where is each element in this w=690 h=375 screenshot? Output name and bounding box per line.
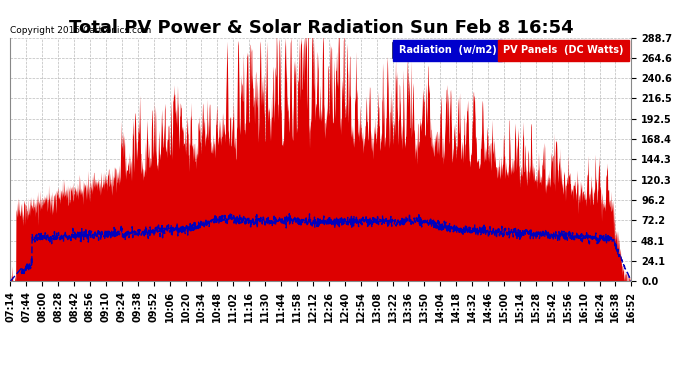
Title: Total PV Power & Solar Radiation Sun Feb 8 16:54: Total PV Power & Solar Radiation Sun Feb… (68, 20, 573, 38)
Legend: Radiation  (w/m2), PV Panels  (DC Watts): Radiation (w/m2), PV Panels (DC Watts) (392, 42, 627, 58)
Text: Copyright 2015 Cartronics.com: Copyright 2015 Cartronics.com (10, 26, 152, 35)
